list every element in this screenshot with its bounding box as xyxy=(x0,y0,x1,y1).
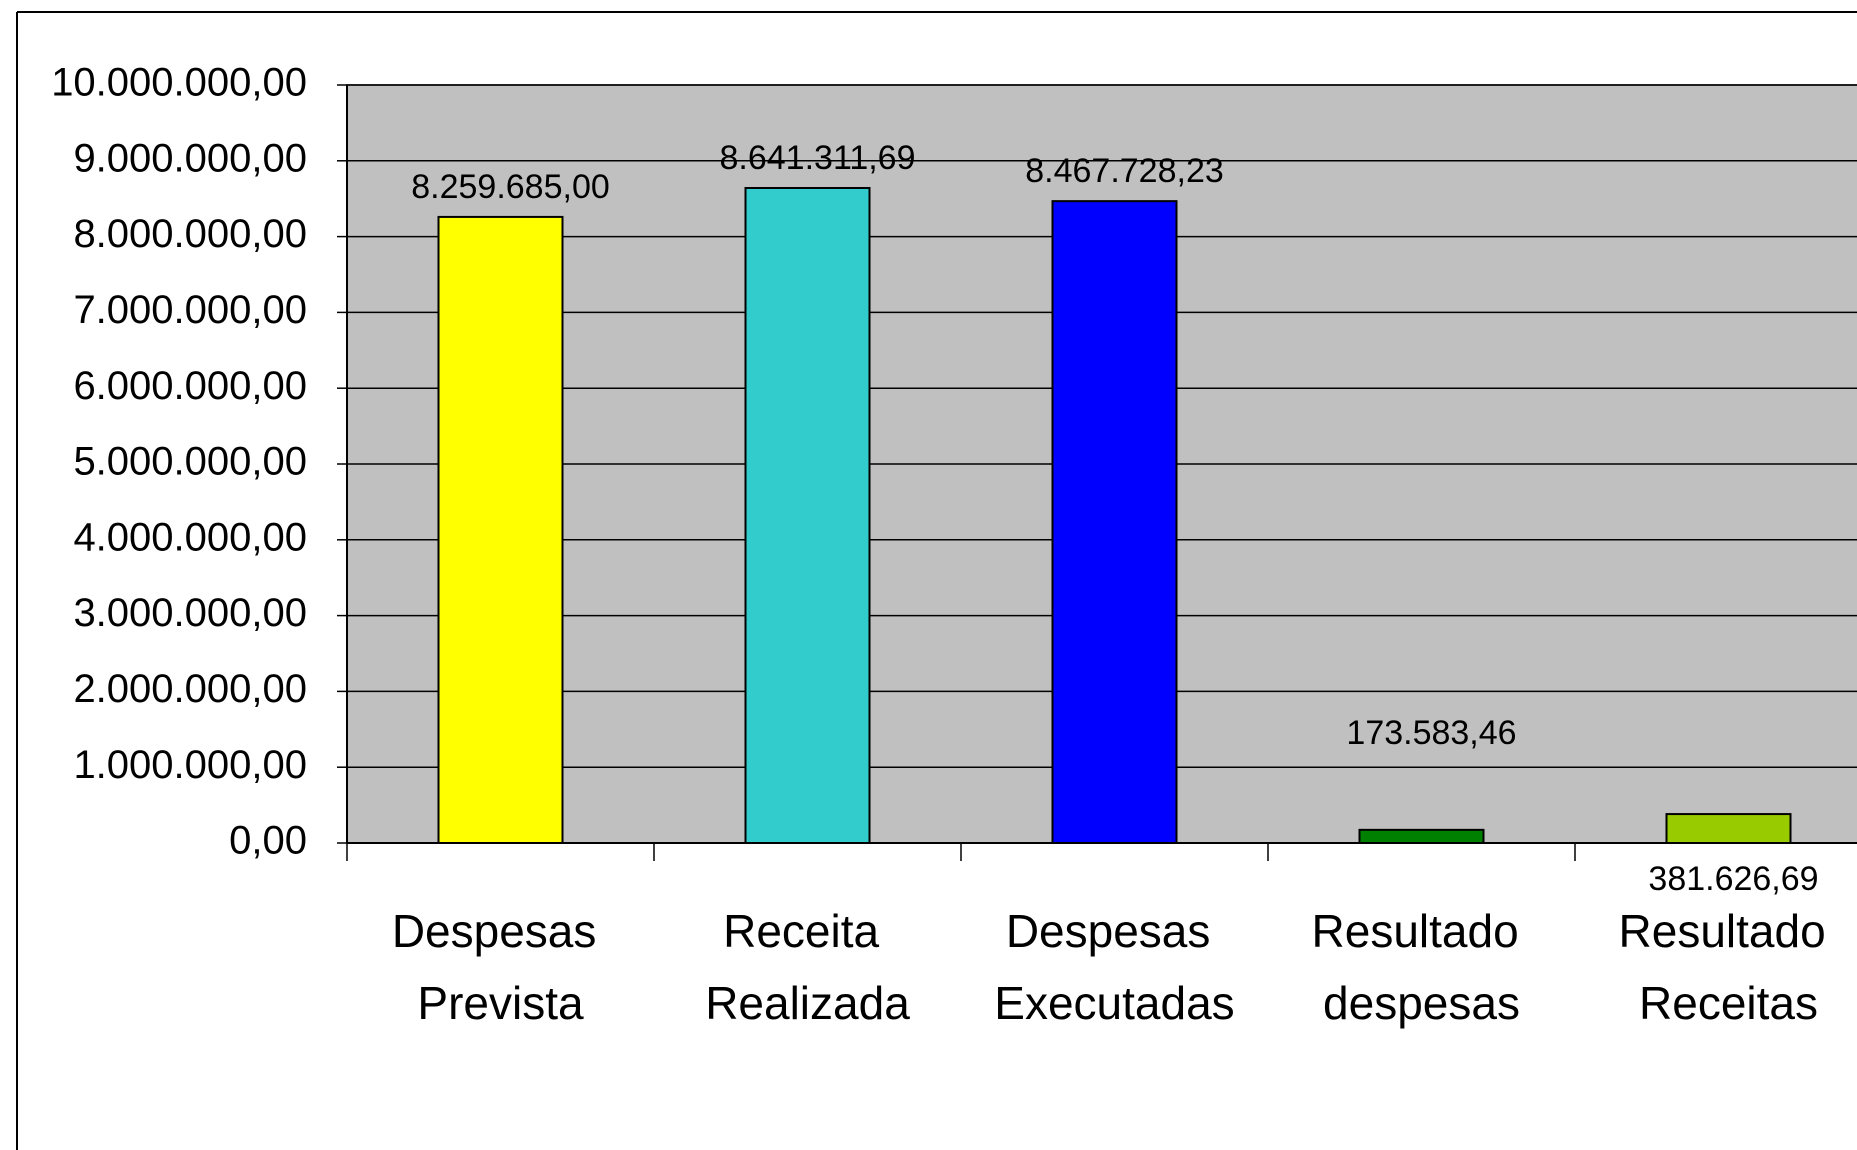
value-label: 8.641.311,69 xyxy=(720,139,916,177)
y-tick-label: 0,00 xyxy=(229,819,307,863)
x-tick-label: Resultado Receitas xyxy=(1619,905,1839,1029)
x-tick-label: Despesas Prevista xyxy=(392,905,609,1029)
y-tick-label: 1.000.000,00 xyxy=(73,743,307,787)
bar xyxy=(437,215,564,844)
y-tick-label: 7.000.000,00 xyxy=(73,288,307,332)
bar xyxy=(1358,828,1485,844)
value-label: 381.626,69 xyxy=(1648,860,1818,898)
y-tick-label: 3.000.000,00 xyxy=(73,591,307,635)
value-label: 173.583,46 xyxy=(1346,714,1516,752)
value-label: 8.259.685,00 xyxy=(411,168,610,206)
y-tick-label: 6.000.000,00 xyxy=(73,364,307,408)
bar xyxy=(744,186,871,844)
bar xyxy=(1665,813,1792,844)
y-tick-label: 4.000.000,00 xyxy=(73,515,307,559)
bar xyxy=(1051,200,1178,845)
x-tick-label: Receita Realizada xyxy=(705,905,910,1029)
x-tick-label: Despesas Executadas xyxy=(994,905,1234,1029)
y-tick-label: 2.000.000,00 xyxy=(73,667,307,711)
y-tick-label: 8.000.000,00 xyxy=(73,212,307,256)
value-label: 8.467.728,23 xyxy=(1025,152,1224,190)
x-tick-label: Resultado despesas xyxy=(1312,905,1532,1029)
y-tick-label: 9.000.000,00 xyxy=(73,136,307,180)
y-tick-label: 10.000.000,00 xyxy=(51,61,307,105)
y-tick-label: 5.000.000,00 xyxy=(73,440,307,484)
